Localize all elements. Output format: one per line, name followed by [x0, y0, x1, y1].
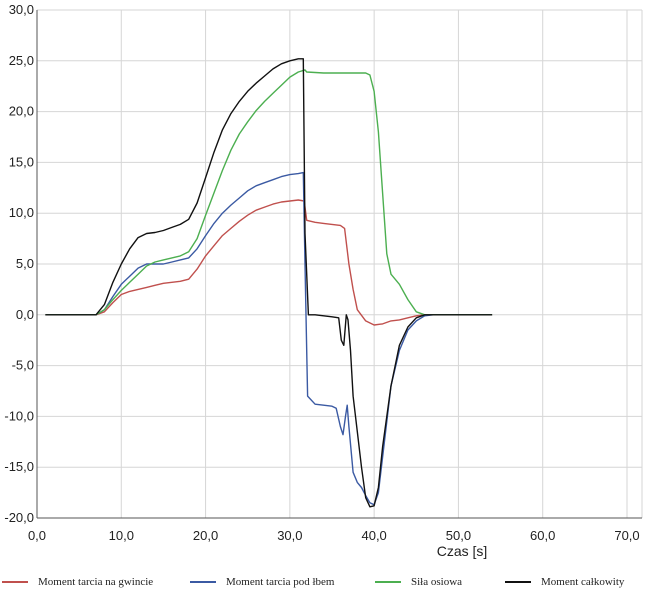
legend-swatch: [2, 581, 28, 583]
series-line-3: [45, 69, 493, 316]
y-tick-label: 30,0: [9, 2, 34, 17]
y-tick-label: -15,0: [4, 459, 34, 474]
legend-item: Moment całkowity: [505, 576, 624, 588]
x-tick-label: 70,0: [614, 528, 639, 543]
x-tick-label: 30,0: [277, 528, 302, 543]
x-tick-label: 60,0: [530, 528, 555, 543]
x-tick-label: 50,0: [446, 528, 471, 543]
legend-swatch: [375, 581, 401, 583]
y-tick-label: 20,0: [9, 104, 34, 119]
y-tick-label: -20,0: [4, 510, 34, 525]
series-lines: [45, 58, 493, 508]
legend-item: Siła osiowa: [375, 576, 462, 588]
x-axis-title: Czas [s]: [437, 543, 488, 559]
y-tick-label: 15,0: [9, 154, 34, 169]
x-tick-label: 40,0: [361, 528, 386, 543]
y-tick-label: -10,0: [4, 408, 34, 423]
x-tick-labels: 0,0 10,0 20,0 30,0 40,0 50,0 60,0 70,0: [28, 528, 640, 543]
legend-label: Siła osiowa: [411, 576, 463, 588]
y-tick-label: 25,0: [9, 53, 34, 68]
legend-swatch: [190, 581, 216, 583]
x-tick-label: 0,0: [28, 528, 46, 543]
legend: Moment tarcia na gwincie Moment tarcia po…: [0, 566, 655, 600]
axes: [36, 10, 642, 519]
legend-swatch: [505, 581, 531, 583]
legend-item: Moment tarcia pod łbem: [190, 576, 334, 588]
line-chart: 0,0 10,0 20,0 30,0 40,0 50,0 60,0 70,0 30,0 25,0…: [4, 2, 643, 559]
x-tick-label: 20,0: [193, 528, 218, 543]
y-tick-labels: 30,0 25,0 20,0 15,0 10,0 5,0 0,0 -5,0 -10,0 -15,0…: [4, 2, 34, 525]
x-tick-label: 10,0: [109, 528, 134, 543]
series-line-1: [45, 199, 493, 326]
y-tick-label: 5,0: [16, 256, 34, 271]
y-tick-label: 0,0: [16, 307, 34, 322]
y-tick-label: 10,0: [9, 205, 34, 220]
y-tick-label: -5,0: [12, 358, 34, 373]
legend-label: Moment całkowity: [541, 576, 625, 588]
series-line-2: [45, 171, 493, 506]
legend-item: Moment tarcia na gwincie: [2, 576, 153, 588]
series-line-4: [45, 58, 493, 508]
legend-label: Moment tarcia na gwincie: [38, 576, 154, 588]
legend-label: Moment tarcia pod łbem: [226, 576, 335, 588]
